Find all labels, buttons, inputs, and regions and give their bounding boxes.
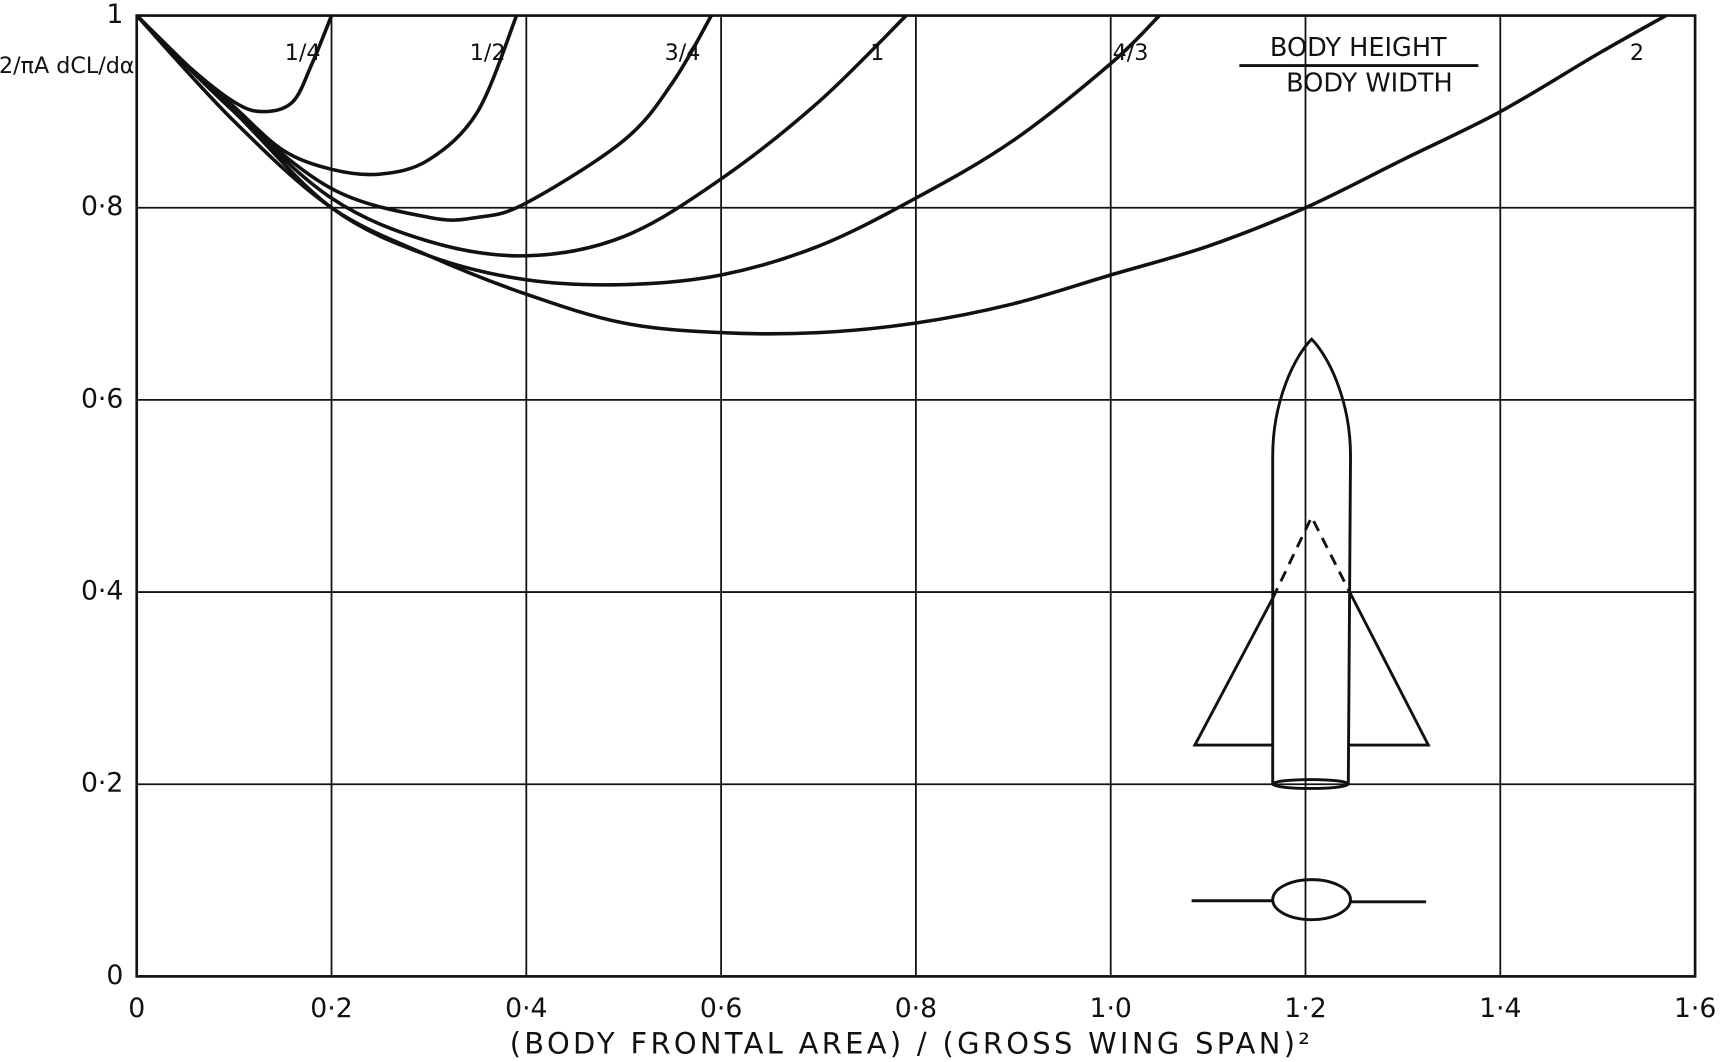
- x-tick-label: 1·2: [1284, 993, 1326, 1024]
- line-series: [135, 14, 1667, 336]
- x-tick-label: 0·8: [895, 993, 937, 1024]
- series-label: 4/3: [1113, 40, 1149, 66]
- x-tick-label: 0·4: [505, 993, 547, 1024]
- y-tick-label: 1: [106, 0, 123, 30]
- x-tick-label: 0·6: [700, 993, 742, 1024]
- y-tick-label: 0·2: [81, 768, 123, 799]
- x-tick-label: 1·4: [1479, 993, 1521, 1024]
- line-series: [135, 14, 908, 258]
- y-tick-label: 0: [106, 960, 123, 991]
- series-label: 1/2: [470, 40, 506, 66]
- x-tick-label: 1·6: [1674, 993, 1716, 1024]
- aircraft-front-view: [1191, 878, 1427, 922]
- series-label: 2: [1630, 40, 1644, 66]
- series-label: 1/4: [285, 40, 321, 66]
- line-series: [135, 14, 713, 222]
- line-series: [135, 14, 1161, 287]
- y-tick-label: 0·8: [81, 191, 123, 222]
- y-tick-label: 0·6: [81, 383, 123, 414]
- x-tick-label: 1·0: [1089, 993, 1131, 1024]
- x-axis-label: (BODY FRONTAL AREA) / (GROSS WING SPAN)²: [510, 1026, 1314, 1060]
- y-tick-label: 0·4: [81, 576, 123, 607]
- series-label: 3/4: [665, 40, 701, 66]
- legend-title: BODY HEIGHT: [1270, 33, 1447, 63]
- legend-title: BODY WIDTH: [1286, 69, 1453, 99]
- plot-frame: [135, 14, 1697, 978]
- y-axis-label: 2/πA dCL/dα: [0, 53, 134, 79]
- x-tick-label: 0·2: [310, 993, 352, 1024]
- aircraft-plan-view: [1192, 337, 1431, 790]
- series-label: 1: [870, 40, 884, 66]
- line-series: [135, 14, 519, 177]
- x-tick-label: 0: [128, 993, 145, 1024]
